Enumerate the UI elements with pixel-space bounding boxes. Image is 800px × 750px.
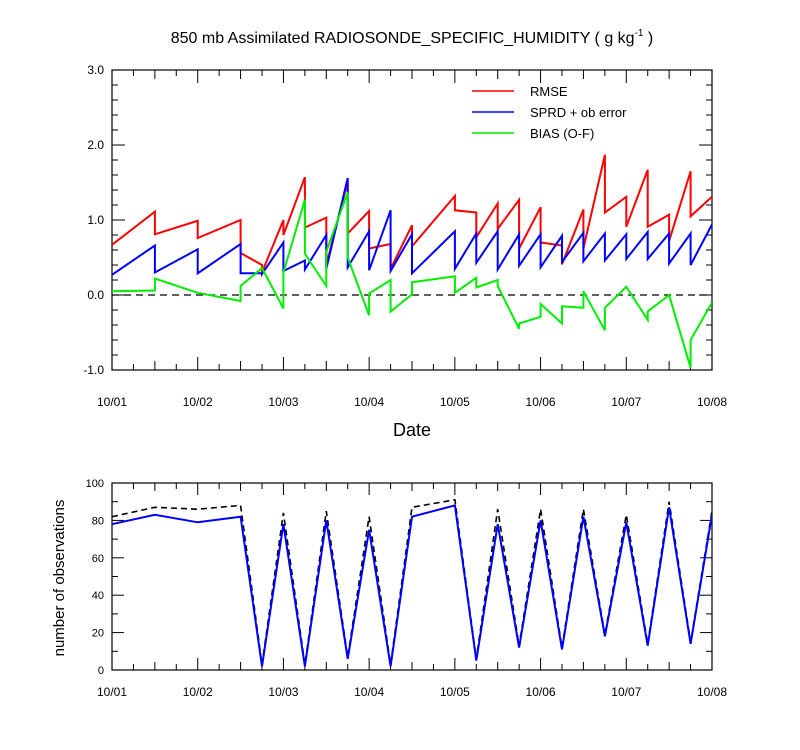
- y-tick-label: -1.0: [83, 363, 104, 377]
- y-tick-label: 100: [86, 478, 104, 490]
- series-line-1: [112, 177, 712, 278]
- y-tick-label: 1.0: [87, 213, 104, 227]
- y-tick-label: 40: [92, 590, 104, 602]
- y-tick-label: 80: [92, 515, 104, 527]
- y-tick-label: 60: [92, 553, 104, 565]
- x-tick-label: 10/03: [268, 395, 298, 409]
- y-tick-label: 0.0: [87, 288, 104, 302]
- legend-label: SPRD + ob error: [530, 105, 627, 120]
- x-tick-label: 10/06: [526, 395, 556, 409]
- series-line-0: [112, 498, 712, 665]
- chart-title-superscript: -1: [635, 28, 644, 39]
- y-tick-label: 0: [98, 665, 104, 677]
- x-tick-label: 10/01: [97, 395, 127, 409]
- x-tick-label: 10/04: [354, 395, 384, 409]
- top-x-axis-label: Date: [393, 420, 431, 440]
- x-tick-label: 10/08: [697, 685, 727, 699]
- x-tick-label: 10/07: [611, 395, 641, 409]
- bottom-y-axis-label: number of observations: [51, 500, 68, 657]
- y-tick-label: 2.0: [87, 138, 104, 152]
- chart-title-end: ): [643, 30, 653, 47]
- legend-label: BIAS (O-F): [530, 126, 594, 141]
- y-tick-label: 3.0: [87, 63, 104, 77]
- x-tick-label: 10/03: [268, 685, 298, 699]
- series-line-2: [112, 191, 712, 369]
- series-line-0: [112, 154, 712, 273]
- x-tick-label: 10/02: [183, 685, 213, 699]
- x-tick-label: 10/05: [440, 395, 470, 409]
- chart-title-main: 850 mb Assimilated RADIOSONDE_SPECIFIC_H…: [171, 30, 635, 47]
- legend-label: RMSE: [530, 84, 568, 99]
- x-tick-label: 10/01: [97, 685, 127, 699]
- y-tick-label: 20: [92, 628, 104, 640]
- x-tick-label: 10/06: [526, 685, 556, 699]
- x-tick-label: 10/05: [440, 685, 470, 699]
- chart-title: 850 mb Assimilated RADIOSONDE_SPECIFIC_H…: [171, 28, 654, 47]
- x-tick-label: 10/07: [611, 685, 641, 699]
- x-tick-label: 10/02: [183, 395, 213, 409]
- series-line-1: [112, 504, 712, 667]
- x-tick-label: 10/04: [354, 685, 384, 699]
- bottom-chart: 10/01 10/02 10/03 10/04 10/05 10/06 10/07 10/08…: [86, 478, 728, 699]
- top-chart: 10/01 10/02 10/03 10/04 10/05 10/06 10/07 10/08…: [83, 63, 727, 409]
- x-tick-label: 10/08: [697, 395, 727, 409]
